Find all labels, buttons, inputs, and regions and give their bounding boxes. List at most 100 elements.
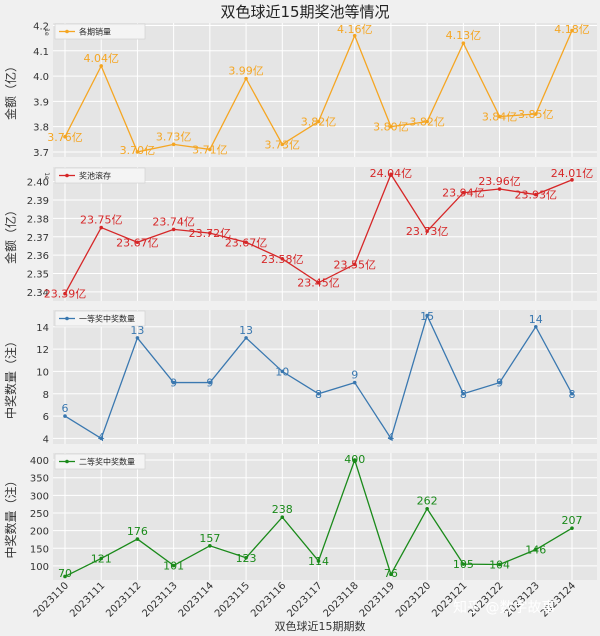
- data-point: [352, 33, 357, 38]
- y-tick-label: 3.8: [33, 123, 49, 134]
- data-point: [570, 178, 574, 182]
- data-label: 6: [62, 402, 69, 415]
- data-label: 23.93亿: [515, 189, 558, 202]
- y-axis-scale-note: 1e: [43, 28, 50, 36]
- y-tick-label: 4: [43, 434, 49, 445]
- data-label: 238: [272, 503, 293, 516]
- data-label: 4.18亿: [554, 23, 590, 36]
- y-tick-label: 6: [43, 412, 49, 423]
- legend-label: 二等奖中奖数量: [79, 457, 135, 467]
- data-label: 23.73亿: [406, 225, 449, 238]
- data-point: [425, 229, 429, 234]
- legend-label: 奖池滚存: [79, 171, 111, 181]
- data-point: [570, 526, 574, 530]
- data-label: 8: [460, 388, 467, 401]
- data-point: [208, 147, 212, 152]
- data-label: 70: [58, 567, 72, 580]
- legend-marker: [65, 173, 69, 178]
- data-label: 4: [387, 431, 394, 444]
- data-label: 9: [170, 377, 177, 390]
- data-point: [99, 436, 104, 441]
- data-label: 101: [163, 560, 184, 573]
- data-point: [389, 572, 393, 577]
- data-label: 24.04亿: [370, 167, 413, 180]
- data-point: [135, 336, 140, 340]
- x-tick-label: 2023118: [322, 580, 361, 619]
- data-point: [533, 112, 538, 116]
- data-point: [497, 380, 502, 385]
- y-tick-label: 3.9: [33, 97, 49, 108]
- legend: 奖池滚存: [54, 167, 146, 184]
- panel-1: 3.7 3.8 3.9 4.0 4.1 4.21e 金额（亿） 3.76亿 4.04亿 3.70亿…: [3, 22, 597, 159]
- legend-box: [54, 310, 146, 327]
- data-point: [135, 240, 140, 245]
- data-label: 23.67亿: [225, 236, 268, 249]
- legend: 二等奖中奖数量: [54, 453, 146, 470]
- data-point: [533, 547, 538, 552]
- legend-marker: [65, 316, 69, 321]
- data-label: 262: [417, 495, 438, 508]
- data-point: [316, 280, 321, 285]
- data-point: [316, 119, 321, 124]
- y-axis-label: 金额（亿）: [3, 204, 18, 264]
- data-point: [461, 41, 466, 46]
- legend: 各期销量: [54, 23, 146, 40]
- data-point: [533, 192, 538, 197]
- data-point: [99, 556, 104, 561]
- data-point: [280, 142, 285, 147]
- panel-3: 4 6 8 10 12 14 中奖数量（注） 6 4 13 9 9 13 10 8 9 4 15 8 9 14 8 一等奖中…: [3, 310, 597, 445]
- data-label: 3.76亿: [47, 131, 83, 144]
- data-label: 14: [529, 313, 543, 326]
- data-point: [171, 227, 176, 232]
- data-point: [171, 142, 176, 147]
- data-label: 3.70亿: [120, 144, 156, 157]
- data-label: 23.45亿: [297, 277, 340, 290]
- data-label: 3.73亿: [265, 138, 301, 151]
- data-point: [280, 515, 285, 520]
- data-point: [208, 231, 212, 235]
- data-point: [570, 28, 574, 33]
- y-tick-label: 350: [30, 474, 49, 485]
- data-label: 105: [453, 558, 474, 571]
- data-label: 23.75亿: [80, 214, 123, 227]
- y-axis-label: 中奖数量（注）: [3, 474, 18, 558]
- data-point: [352, 380, 357, 385]
- data-point: [63, 291, 67, 296]
- data-label: 4.16亿: [337, 23, 373, 36]
- data-label: 8: [315, 388, 322, 401]
- y-tick-label: 100: [30, 562, 49, 573]
- data-label: 23.58亿: [261, 253, 304, 266]
- data-label: 10: [275, 365, 289, 378]
- data-label: 76: [384, 567, 398, 580]
- data-point: [497, 114, 502, 119]
- data-label: 23.67亿: [116, 236, 159, 249]
- chart-title: 双色球近15期奖池等情况: [220, 3, 389, 21]
- data-label: 3.73亿: [156, 130, 192, 143]
- x-tick-label: 2023114: [177, 580, 216, 619]
- data-point: [63, 414, 67, 418]
- y-tick-label: 4.0: [33, 72, 49, 83]
- data-point: [533, 324, 538, 329]
- x-tick-label: 2023112: [104, 580, 143, 619]
- data-point: [244, 240, 248, 245]
- y-tick-label: 300: [30, 491, 49, 502]
- panel-4: 100 150 200 250 300 350 400 中奖数量（注） 70 121 176 101 1…: [3, 453, 597, 580]
- data-point: [425, 119, 429, 124]
- data-point: [316, 391, 321, 396]
- data-label: 4: [98, 431, 105, 444]
- legend-marker: [65, 459, 69, 464]
- data-point: [244, 336, 248, 340]
- data-label: 123: [236, 552, 257, 565]
- data-point: [425, 506, 429, 511]
- data-point: [352, 458, 357, 462]
- data-label: 23.96亿: [478, 175, 521, 188]
- watermark-text: 知乎 @数字故事: [453, 599, 555, 616]
- data-point: [280, 256, 285, 261]
- data-label: 23.74亿: [152, 215, 195, 228]
- y-axis-label: 中奖数量（注）: [3, 335, 18, 419]
- data-point: [570, 391, 574, 396]
- y-tick-label: 2.34: [27, 288, 49, 299]
- data-label: 9: [496, 377, 503, 390]
- data-label: 23.94亿: [442, 187, 485, 200]
